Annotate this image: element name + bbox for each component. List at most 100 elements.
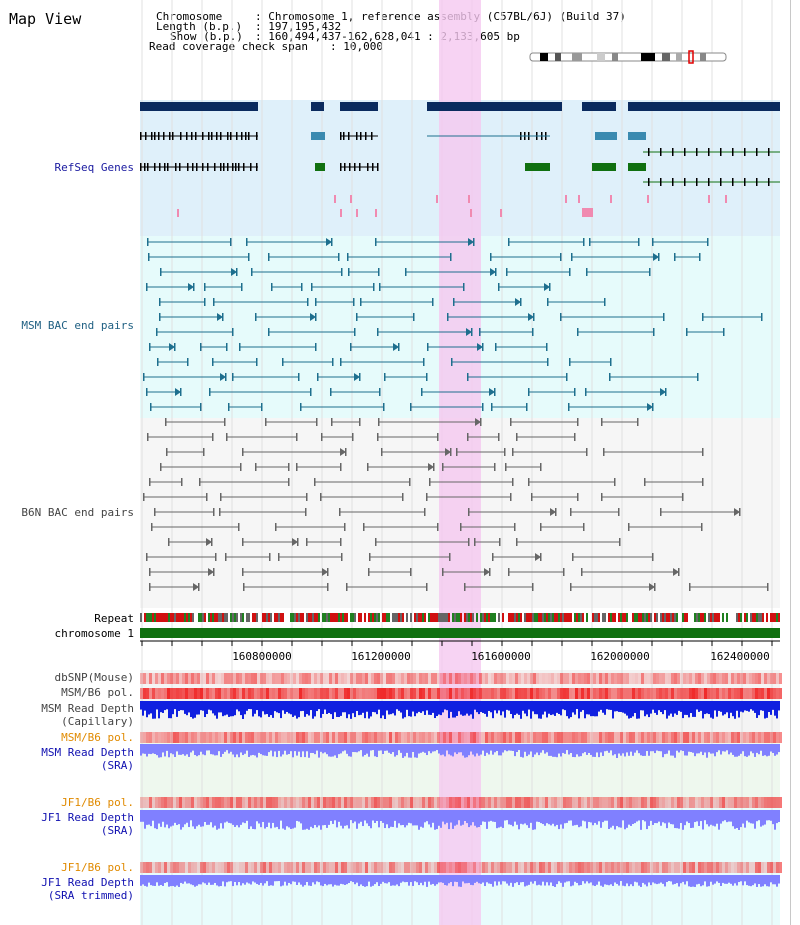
heat-cell — [464, 862, 467, 873]
heat-cell — [278, 673, 281, 684]
depth-bar — [396, 701, 398, 710]
bac-end — [686, 328, 688, 336]
bac-end — [298, 373, 300, 381]
heat-cell — [605, 673, 608, 684]
repeat-mark — [376, 613, 378, 622]
repeat-mark — [378, 613, 380, 622]
repeat-mark — [770, 613, 772, 622]
bac-end — [368, 568, 370, 576]
highlight-region[interactable] — [439, 0, 481, 925]
depth-bar — [320, 875, 322, 886]
depth-bar — [770, 744, 772, 752]
heat-cell — [410, 688, 413, 699]
heat-cell — [524, 688, 527, 699]
heat-cell — [437, 673, 440, 684]
heat-cell — [722, 732, 725, 743]
exon-mark — [180, 132, 182, 140]
heat-cell — [476, 862, 479, 873]
repeat-mark — [726, 613, 728, 622]
heat-cell — [767, 862, 770, 873]
heat-cell — [506, 797, 509, 808]
bac-end — [638, 238, 640, 246]
bac-end — [219, 508, 221, 516]
depth-bar — [662, 875, 664, 884]
depth-bar — [316, 701, 318, 712]
heat-cell — [332, 797, 335, 808]
depth-bar — [596, 875, 598, 885]
depth-bar — [714, 810, 716, 827]
chromosome-bar[interactable] — [140, 628, 780, 638]
depth-bar — [686, 701, 688, 715]
depth-bar — [536, 701, 538, 715]
repeat-track[interactable] — [140, 613, 780, 622]
heat-cell — [701, 673, 704, 684]
heat-cell — [530, 732, 533, 743]
repeat-mark — [198, 613, 200, 622]
bac-end — [532, 583, 534, 591]
heat-cell — [467, 732, 470, 743]
depth-bar — [778, 744, 780, 753]
repeat-mark — [548, 613, 550, 622]
depth-bar — [282, 875, 284, 886]
depth-bar — [578, 810, 580, 828]
bac-end — [160, 463, 162, 471]
depth-bar — [766, 744, 768, 757]
heat-cell — [389, 688, 392, 699]
depth-bar — [400, 875, 402, 883]
polymorphism-heatmaps[interactable] — [140, 673, 782, 873]
depth-bar — [592, 744, 594, 757]
depth-bar — [174, 875, 176, 887]
repeat-mark — [340, 613, 342, 622]
heat-cell — [485, 862, 488, 873]
depth-bar — [306, 810, 308, 829]
b6n-bac-track[interactable] — [143, 418, 769, 591]
depth-bar — [582, 875, 584, 882]
heat-cell — [329, 732, 332, 743]
read-depth-tracks[interactable] — [140, 701, 780, 887]
depth-bar — [418, 810, 420, 830]
depth-bar — [152, 701, 154, 719]
depth-bar — [446, 875, 448, 886]
depth-bar — [552, 701, 554, 715]
heat-cell — [734, 732, 737, 743]
heat-cell — [251, 862, 254, 873]
b6n-bac-track-label[interactable]: B6N BAC end pairs — [21, 506, 134, 519]
heat-cell — [233, 688, 236, 699]
refseq-track-label[interactable]: RefSeq Genes — [54, 161, 134, 174]
depth-bar — [518, 701, 520, 715]
heat-cell — [467, 673, 470, 684]
heat-cell — [257, 673, 260, 684]
repeat-mark — [402, 613, 404, 622]
msm-bac-track-label[interactable]: MSM BAC end pairs — [21, 319, 134, 332]
depth-bar — [698, 701, 700, 712]
repeat-mark — [580, 613, 582, 622]
depth-bar — [452, 744, 454, 757]
repeat-mark — [550, 613, 552, 622]
depth-bar — [424, 875, 426, 882]
repeat-mark — [280, 613, 282, 622]
depth-bar — [556, 875, 558, 885]
msm-bac-track[interactable] — [143, 238, 763, 411]
heat-cell — [338, 862, 341, 873]
bac-end — [568, 403, 570, 411]
chromosome-ideogram[interactable] — [529, 50, 727, 64]
depth-bar — [558, 701, 560, 714]
heat-cell — [704, 688, 707, 699]
bac-end — [220, 493, 222, 501]
bac-end — [147, 433, 149, 441]
heat-cell — [209, 732, 212, 743]
heat-cell — [764, 732, 767, 743]
heat-cell — [677, 688, 680, 699]
heat-cell — [380, 732, 383, 743]
depth-bar — [250, 810, 252, 827]
heat-cell — [500, 862, 503, 873]
bac-end — [241, 283, 243, 291]
heat-cell — [542, 797, 545, 808]
heat-cell — [737, 797, 740, 808]
heat-cell — [347, 732, 350, 743]
depth-bar — [286, 744, 288, 755]
heat-cell — [404, 797, 407, 808]
depth-bar — [354, 701, 356, 718]
refseq-genes-track[interactable] — [140, 102, 780, 217]
